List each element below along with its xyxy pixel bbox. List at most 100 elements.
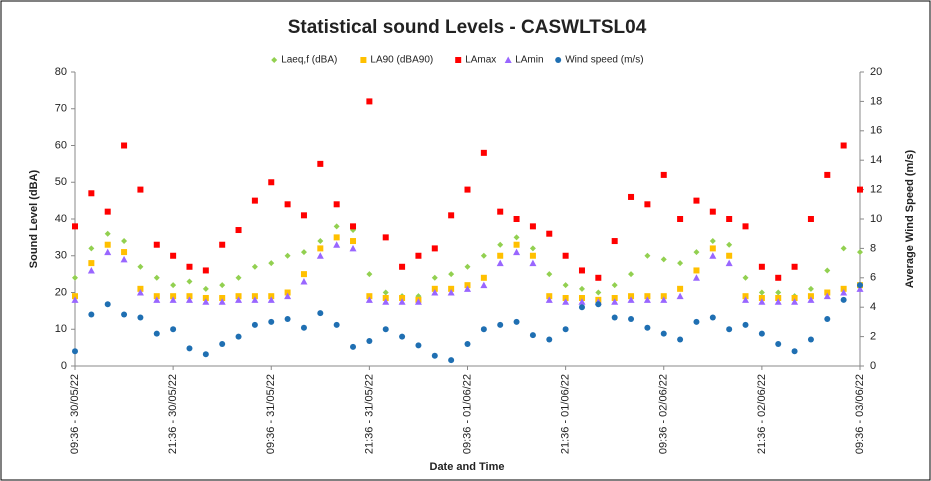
point (170, 282, 177, 289)
point (824, 171, 831, 178)
point (186, 345, 193, 352)
point (219, 282, 226, 289)
point (807, 336, 814, 343)
x-tick-label: 21:36 - 30/05/22 (167, 374, 179, 454)
y2-tick-label: 12 (870, 184, 882, 196)
point (660, 296, 668, 303)
point (529, 223, 536, 230)
point (628, 315, 635, 322)
point (709, 314, 716, 321)
point (267, 296, 275, 303)
point (628, 271, 635, 278)
point (513, 241, 520, 248)
point (840, 245, 847, 252)
point (72, 223, 78, 230)
point (726, 216, 733, 222)
point (644, 201, 651, 208)
point (595, 301, 602, 308)
point (398, 298, 406, 305)
point (513, 216, 520, 222)
point (726, 241, 733, 248)
x-tick-label: 09:36 - 30/05/22 (69, 374, 81, 454)
y2-tick-label: 2 (870, 331, 876, 343)
point (333, 234, 340, 241)
point (840, 285, 847, 292)
point (153, 330, 160, 337)
point (170, 293, 177, 300)
point (72, 348, 78, 355)
point (709, 238, 716, 245)
point (235, 293, 242, 300)
point (202, 351, 209, 358)
y-tick-label: 10 (55, 323, 67, 335)
y-tick-label: 40 (55, 213, 67, 225)
point (121, 238, 128, 245)
legend-label: LA90 (dBA90) (370, 55, 433, 66)
point (251, 197, 258, 204)
point (137, 263, 144, 270)
point (219, 295, 226, 302)
point (464, 282, 471, 289)
point (676, 292, 684, 300)
point (513, 248, 521, 256)
point (546, 293, 553, 300)
x-tick-label: 09:36 - 31/05/22 (265, 374, 277, 454)
point (545, 296, 553, 303)
point (300, 277, 308, 285)
point (120, 255, 128, 263)
point (742, 296, 750, 303)
point (857, 282, 863, 289)
point (317, 238, 324, 245)
x-tick-label: 21:36 - 01/06/22 (560, 374, 572, 454)
point (399, 295, 406, 302)
point (251, 321, 258, 328)
point (382, 295, 389, 302)
point (578, 304, 585, 311)
point (660, 330, 667, 337)
point (578, 298, 586, 305)
point (382, 289, 389, 296)
point (660, 293, 667, 300)
point (300, 249, 307, 256)
point (448, 285, 455, 292)
point (562, 282, 569, 289)
x-tick-label: 09:36 - 01/06/22 (461, 374, 473, 454)
point (349, 244, 357, 252)
y2-tick-label: 10 (870, 213, 882, 225)
legend-marker (360, 57, 367, 63)
point (709, 208, 716, 215)
point (497, 252, 504, 259)
point (317, 160, 324, 167)
point (399, 333, 406, 340)
point (186, 293, 193, 300)
point (693, 197, 700, 204)
point (677, 285, 684, 292)
point (169, 296, 177, 303)
y2-tick-label: 6 (870, 272, 876, 284)
point (316, 252, 324, 259)
point (628, 293, 635, 300)
point (660, 171, 667, 178)
point (431, 289, 439, 296)
point (219, 241, 226, 248)
point (284, 315, 291, 322)
legend-marker (504, 56, 512, 63)
point (251, 263, 258, 270)
point (742, 274, 749, 281)
point (791, 348, 798, 355)
point (447, 289, 455, 296)
point (284, 292, 292, 300)
point (726, 326, 733, 333)
point (218, 298, 226, 305)
point (480, 149, 487, 156)
point (660, 256, 667, 263)
point (611, 314, 618, 321)
point (578, 285, 585, 292)
point (840, 289, 848, 296)
point (268, 179, 275, 186)
point (791, 295, 798, 302)
x-tick-label: 21:36 - 31/05/22 (363, 374, 375, 454)
point (121, 311, 128, 318)
point (88, 245, 95, 252)
y2-tick-label: 14 (870, 154, 882, 166)
